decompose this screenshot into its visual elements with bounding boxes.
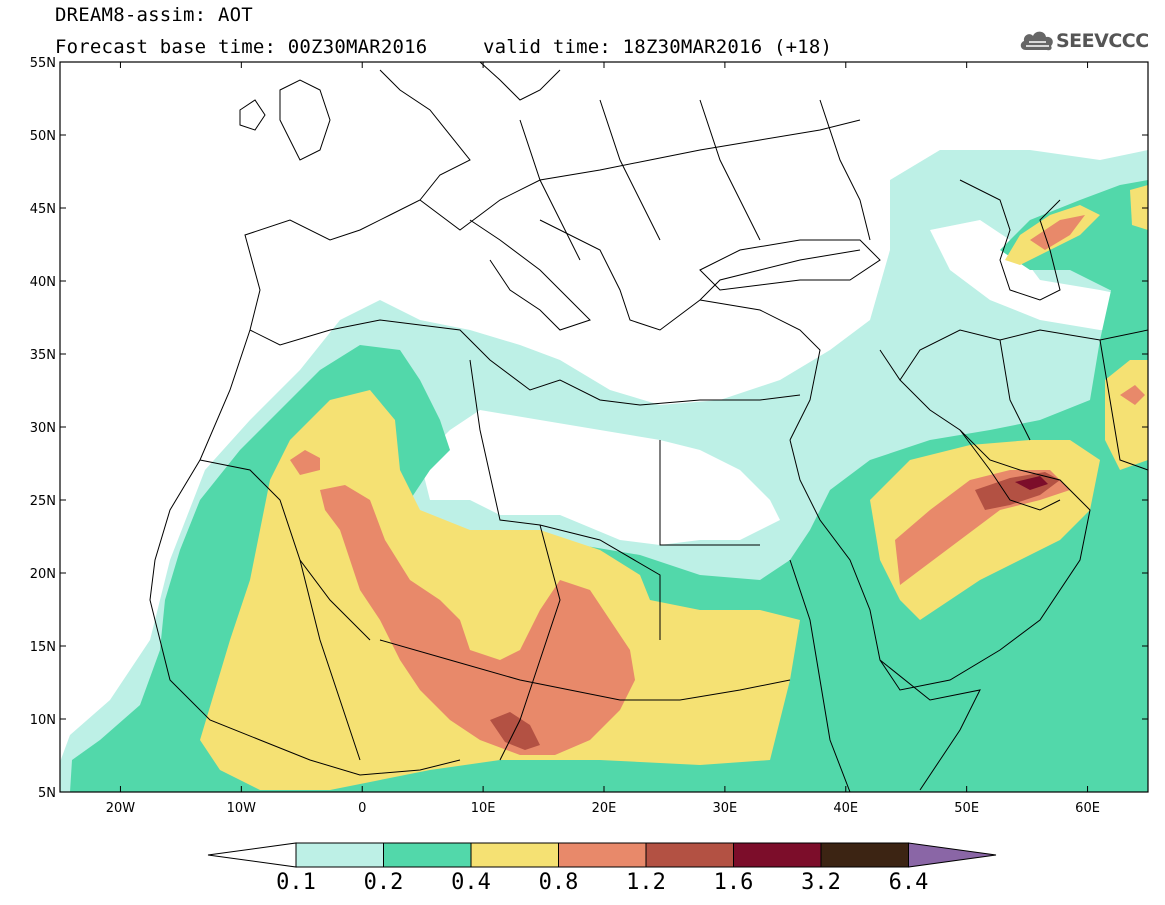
aot-band-0.4-kazakh (1130, 185, 1148, 230)
logo-text: SEEVCCC (1056, 30, 1149, 52)
longitude-axis: 20W 10W 0 10E 20E 30E 40E 50E 60E (106, 62, 1100, 816)
lat-tick-label: 30N (30, 421, 56, 436)
aot-band-0.8-blob1 (290, 450, 320, 475)
forecast-base-time: Forecast base time: 00Z30MAR2016 (55, 36, 428, 58)
lon-tick-label: 10W (227, 801, 257, 816)
seevccc-logo: SEEVCCC (1018, 26, 1158, 56)
color-bar-label: 3.2 (801, 870, 841, 895)
aot-band-0.2-caspian (1000, 180, 1148, 300)
aot-clean-sahara (420, 410, 780, 545)
lat-tick-label: 50N (30, 129, 56, 144)
color-bar-label: 0.2 (363, 870, 404, 895)
lon-tick-label: 0 (358, 801, 366, 816)
aot-contours (60, 62, 1148, 792)
cloud-icon (1020, 31, 1053, 51)
lon-tick-label: 10E (471, 801, 496, 816)
color-bar (207, 842, 997, 868)
color-bar-low-arrow (207, 842, 297, 868)
lat-tick-label: 45N (30, 202, 56, 217)
forecast-valid-time: valid time: 18Z30MAR2016 (+18) (483, 36, 833, 58)
aot-clean-med (60, 62, 1148, 480)
lon-tick-label: 40E (833, 801, 858, 816)
lat-tick-label: 25N (30, 494, 56, 509)
color-bar-box (820, 842, 909, 868)
lat-tick-label: 35N (30, 348, 56, 363)
lon-tick-label: 60E (1075, 801, 1100, 816)
lon-tick-label: 20E (592, 801, 617, 816)
color-bar-label: 6.4 (888, 870, 929, 895)
color-bar-box (645, 842, 734, 868)
color-bar-label: 0.1 (276, 870, 316, 895)
aot-band-0.8-caspian (1030, 215, 1085, 250)
lon-tick-label: 30E (713, 801, 738, 816)
color-bar-box (383, 842, 472, 868)
color-bar-box (295, 842, 384, 868)
aot-clean-caspian (930, 220, 1148, 330)
country-borders (149, 62, 1148, 792)
aot-band-0.8-iran (1120, 385, 1145, 405)
lat-tick-label: 15N (30, 640, 56, 655)
lon-tick-label: 20W (106, 801, 136, 816)
latitude-axis: 55N 50N 45N 40N 35N 30N 25N 20N 15N 10N 5N (30, 56, 1148, 801)
color-bar-box (470, 842, 559, 868)
lat-tick-label: 20N (30, 567, 56, 582)
aot-band-1.6 (1015, 476, 1048, 490)
lon-tick-label: 50E (954, 801, 979, 816)
color-bar-box (733, 842, 822, 868)
color-bar-label: 1.6 (713, 870, 754, 895)
color-bar-high-arrow (908, 842, 997, 868)
lat-tick-label: 10N (30, 713, 56, 728)
color-bar-box (558, 842, 647, 868)
color-bar-label: 0.4 (451, 870, 491, 895)
color-bar-label: 1.2 (626, 870, 666, 895)
lat-tick-label: 55N (30, 56, 56, 71)
lat-tick-label: 40N (30, 275, 56, 290)
color-bar-label: 0.8 (538, 870, 579, 895)
lat-tick-label: 5N (38, 786, 56, 801)
figure-title: DREAM8-assim: AOT (55, 4, 253, 26)
